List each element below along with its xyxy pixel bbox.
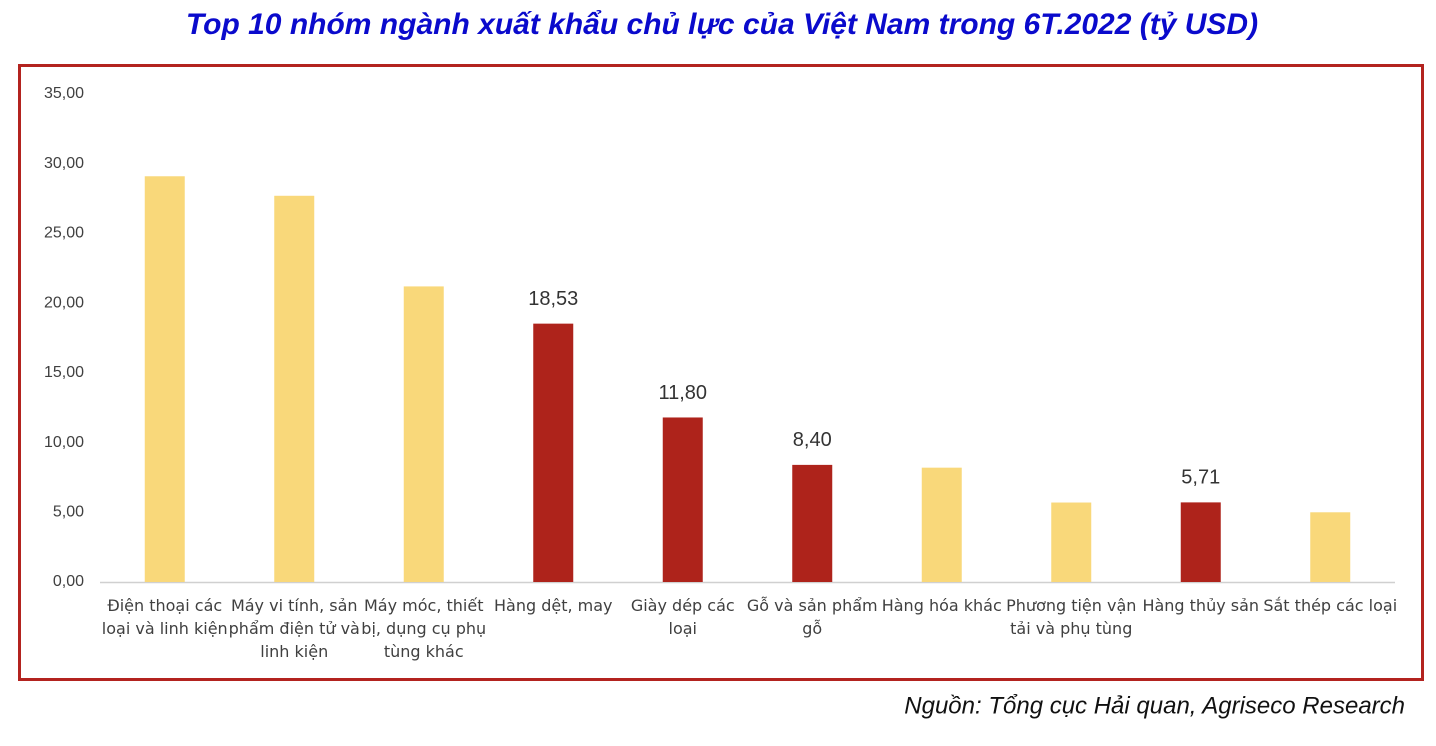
x-tick-label: Sắt thép các loại	[1263, 596, 1398, 615]
chart-title: Top 10 nhóm ngành xuất khẩu chủ lực của …	[186, 8, 1258, 41]
y-tick-label: 30,00	[44, 155, 84, 172]
x-tick-label: Phương tiện vận tải và phụ tùng	[1006, 596, 1137, 638]
value-label: 5,71	[1181, 467, 1220, 489]
value-label: 11,80	[658, 382, 707, 404]
y-tick-label: 5,00	[53, 504, 84, 521]
x-tick-label-box: Sắt thép các loại	[1263, 596, 1398, 615]
y-tick-label: 0,00	[53, 573, 84, 590]
bar	[274, 195, 315, 583]
bar	[792, 464, 833, 582]
bar	[1310, 512, 1351, 582]
y-tick-label: 35,00	[44, 85, 84, 102]
x-tick-label-box: Hàng hóa khác	[881, 596, 1002, 615]
bar	[533, 323, 574, 582]
value-label: 18,53	[528, 288, 578, 310]
x-tick-label: Gỗ và sản phẩm gỗ	[746, 596, 878, 638]
x-tick-label: Máy móc, thiết bị, dụng cụ phụ tùng khác	[361, 596, 487, 661]
y-tick-label: 10,00	[44, 434, 84, 451]
bar	[1180, 502, 1221, 582]
y-tick-label: 25,00	[44, 225, 84, 242]
bar	[144, 176, 185, 582]
x-tick-label-box: Hàng dệt, may	[493, 596, 613, 615]
y-tick-label: 15,00	[44, 364, 84, 381]
x-tick-label-box: Giày dép các loại	[630, 596, 735, 638]
x-tick-label-box: Hàng thủy sản	[1142, 596, 1260, 615]
x-tick-label: Điện thoại các loại và linh kiện	[101, 596, 228, 638]
source: Nguồn: Tổng cục Hải quan, Agriseco Resea…	[904, 692, 1405, 719]
bar	[662, 417, 703, 582]
value-label: 8,40	[793, 429, 832, 451]
x-tick-label-box: Gỗ và sản phẩm gỗ	[746, 596, 878, 638]
x-tick-label: Hàng thủy sản	[1142, 596, 1260, 615]
x-tick-label-box: Máy vi tính, sản phẩm điện tử và linh ki…	[228, 596, 360, 661]
bar	[403, 286, 444, 582]
x-tick-label: Giày dép các loại	[630, 596, 735, 638]
x-tick-label: Máy vi tính, sản phẩm điện tử và linh ki…	[228, 596, 360, 661]
y-tick-label: 20,00	[44, 294, 84, 311]
bar	[1051, 502, 1092, 582]
frame	[18, 64, 1424, 681]
x-tick-label-box: Điện thoại các loại và linh kiện	[101, 596, 228, 638]
bar	[921, 467, 962, 582]
x-tick-label-box: Phương tiện vận tải và phụ tùng	[1006, 596, 1137, 638]
x-tick-label: Hàng hóa khác	[881, 596, 1002, 615]
x-tick-label: Hàng dệt, may	[493, 596, 613, 615]
x-tick-label-box: Máy móc, thiết bị, dụng cụ phụ tùng khác	[361, 596, 487, 661]
